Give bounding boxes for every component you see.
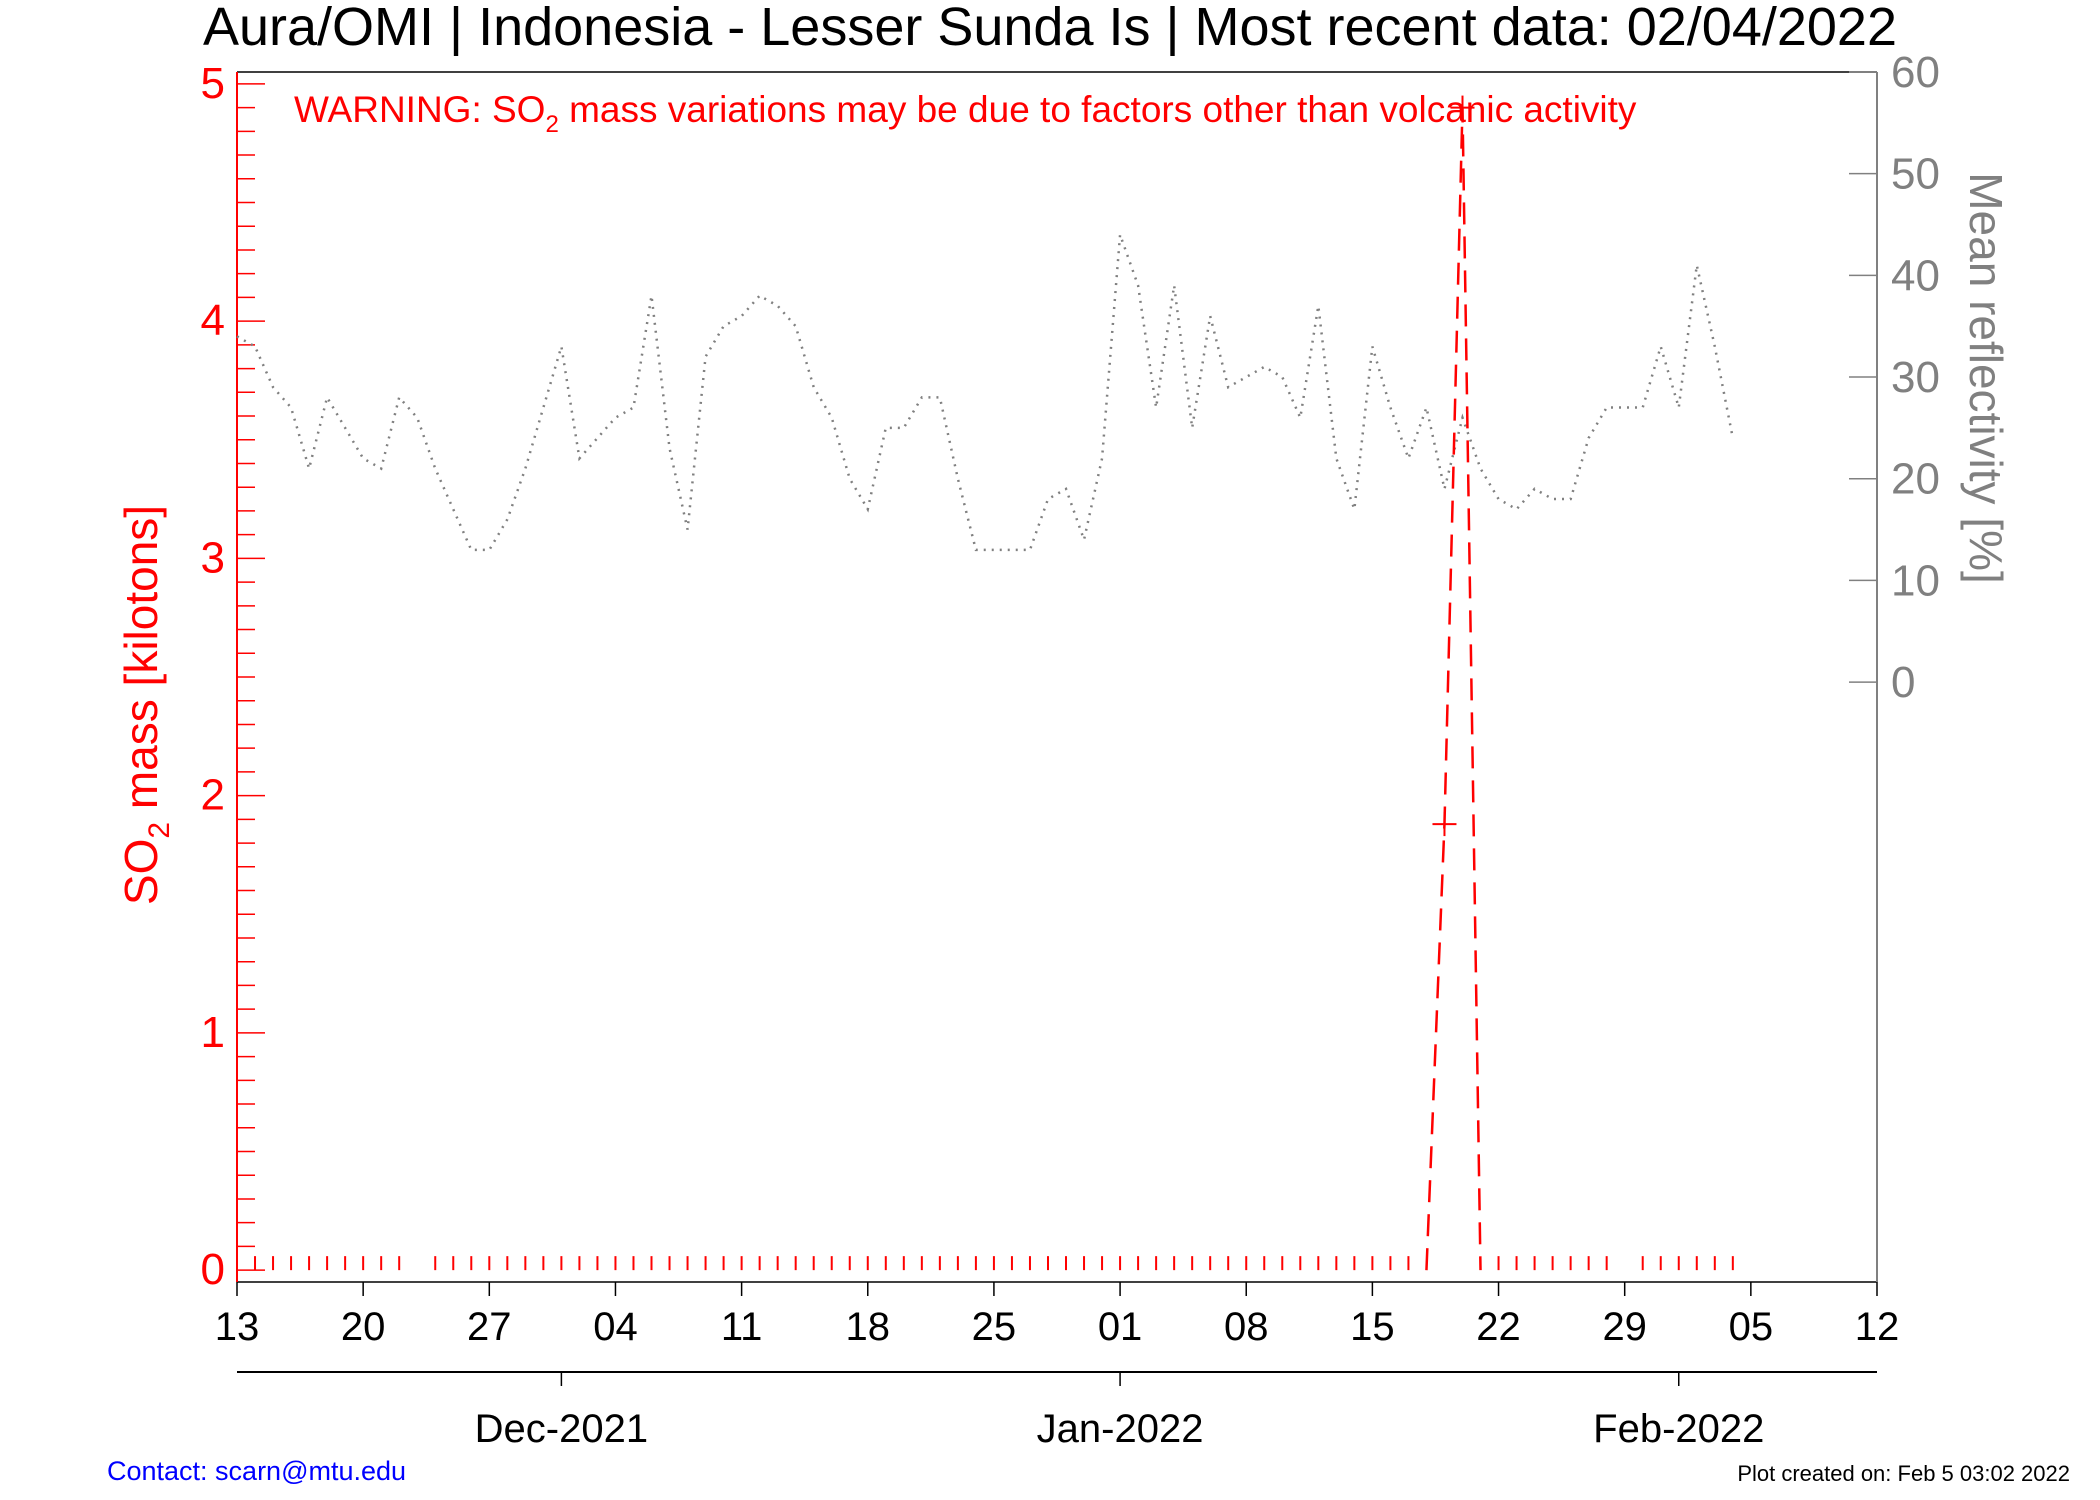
x-tick-label: 20 — [341, 1305, 386, 1349]
right-tick-label: 0 — [1891, 658, 1915, 707]
x-tick-label: 22 — [1476, 1305, 1521, 1349]
x-tick-label: 01 — [1098, 1305, 1143, 1349]
left-tick-label: 2 — [201, 771, 225, 820]
warning-text-prefix: WARNING: SO — [294, 89, 545, 130]
x-tick-label: 12 — [1855, 1305, 1900, 1349]
right-tick-label: 30 — [1891, 353, 1940, 402]
right-tick-label: 20 — [1891, 455, 1940, 504]
warning-text: WARNING: SO2 mass variations may be due … — [294, 89, 1637, 138]
month-label: Dec-2021 — [475, 1407, 648, 1451]
plot-frame — [236, 71, 1878, 1283]
left-axis-label-prefix: SO — [115, 839, 167, 905]
x-tick-label: 18 — [846, 1305, 891, 1349]
x-tick-label: 05 — [1729, 1305, 1774, 1349]
x-tick-label: 08 — [1224, 1305, 1269, 1349]
so2-mass-line — [1425, 107, 1482, 1271]
x-tick-label: 04 — [593, 1305, 638, 1349]
right-tick-label: 60 — [1891, 48, 1940, 97]
month-label: Feb-2022 — [1593, 1407, 1764, 1451]
left-axis-label-suffix: mass [kilotons] — [115, 505, 167, 822]
right-axis-ticks: 0 10 20 30 40 50 60 — [1849, 48, 1940, 707]
x-tick-label: 25 — [972, 1305, 1017, 1349]
left-tick-label: 4 — [201, 296, 225, 345]
left-axis-label: SO2 mass [kilotons] — [115, 505, 176, 905]
reflectivity-line — [236, 234, 1735, 552]
x-axis-ticks: 13 20 27 04 11 18 25 01 08 15 22 29 05 12 Dec-2021 Jan-… — [215, 1282, 1900, 1451]
right-tick-label: 40 — [1891, 251, 1940, 300]
month-label: Jan-2022 — [1037, 1407, 1204, 1451]
x-tick-label: 29 — [1602, 1305, 1647, 1349]
contact-link[interactable]: Contact: scarn@mtu.edu — [107, 1456, 407, 1486]
left-tick-label: 5 — [201, 59, 225, 108]
left-tick-label: 1 — [201, 1008, 225, 1057]
plot-created-text: Plot created on: Feb 5 03:02 2022 — [1737, 1461, 2070, 1486]
warning-text-subscript: 2 — [545, 111, 558, 138]
x-tick-label: 11 — [721, 1305, 763, 1349]
so2-series — [254, 95, 1734, 1271]
x-tick-label: 15 — [1350, 1305, 1395, 1349]
right-axis-label: Mean reflectivity [%] — [1960, 172, 2012, 584]
right-tick-label: 10 — [1891, 556, 1940, 605]
left-tick-label: 0 — [201, 1245, 225, 1294]
x-tick-label: 13 — [215, 1305, 260, 1349]
right-tick-label: 50 — [1891, 150, 1940, 199]
left-tick-label: 3 — [201, 533, 225, 582]
reflectivity-series — [236, 234, 1735, 552]
left-axis-label-subscript: 2 — [143, 822, 176, 839]
left-axis-ticks: 0 1 2 3 4 5 — [201, 59, 265, 1294]
warning-text-suffix: mass variations may be due to factors ot… — [559, 89, 1637, 130]
chart-title: Aura/OMI | Indonesia - Lesser Sunda Is |… — [203, 0, 1897, 57]
x-tick-label: 27 — [467, 1305, 512, 1349]
